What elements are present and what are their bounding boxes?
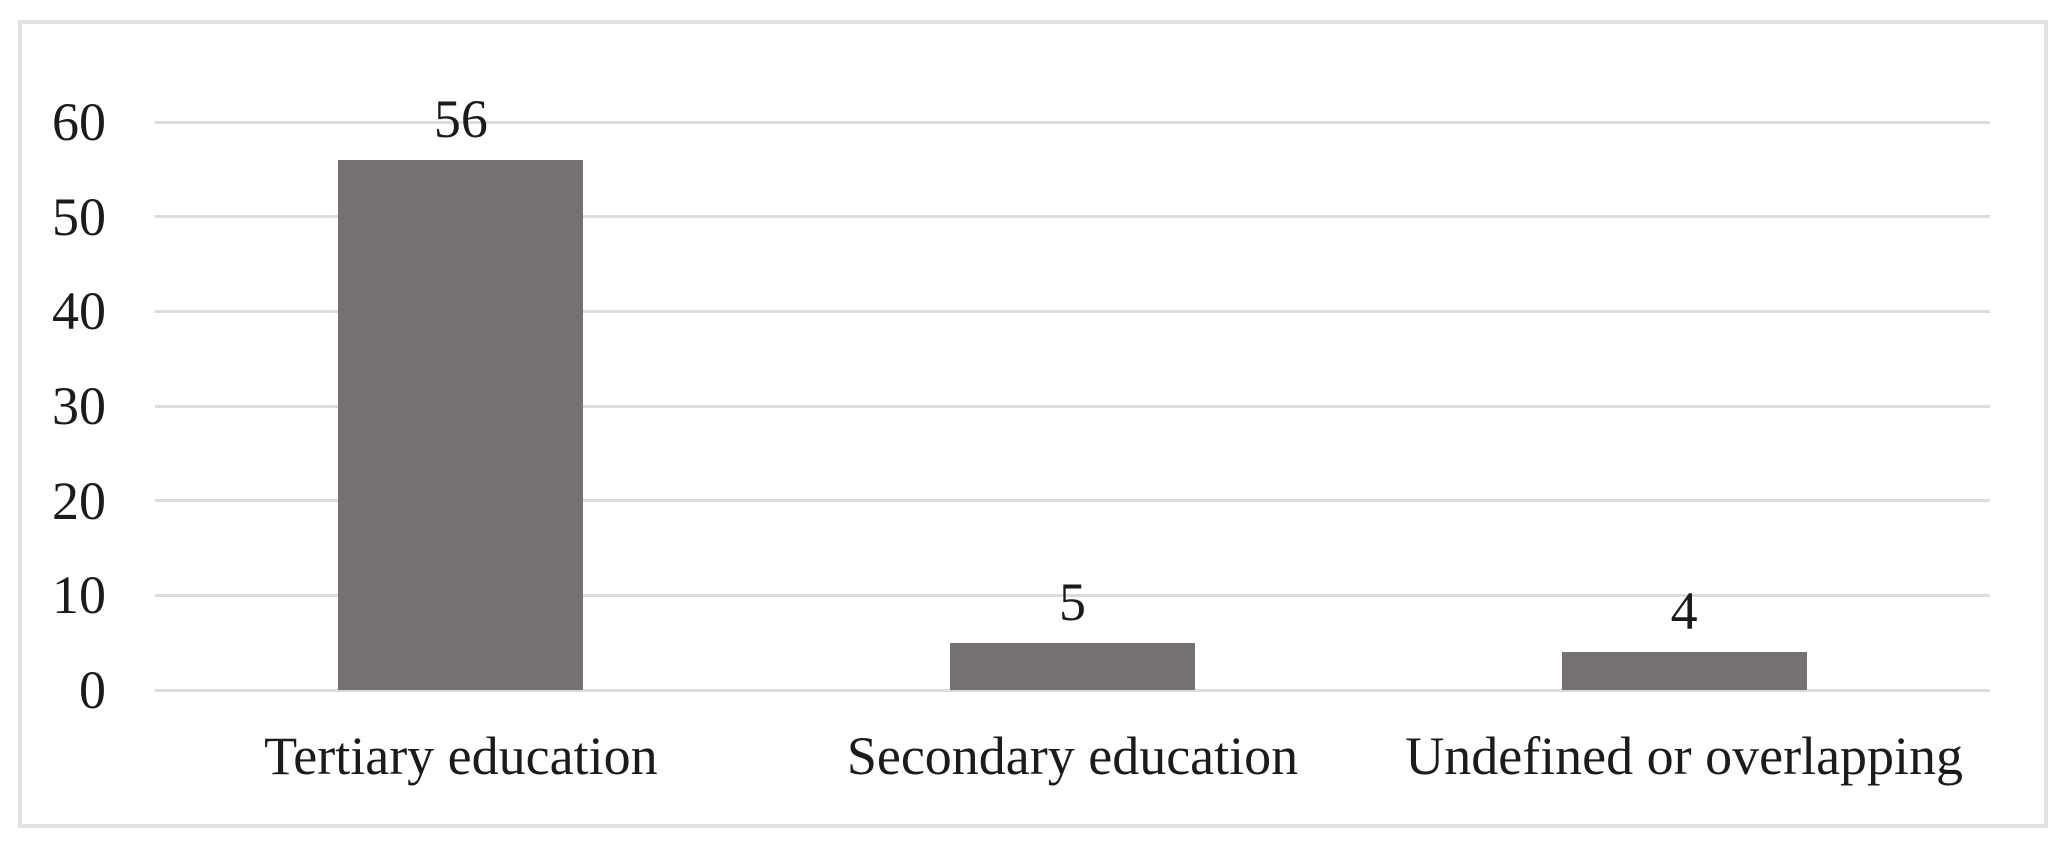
y-axis-tick-label: 50 bbox=[52, 186, 106, 247]
gridline bbox=[155, 499, 1990, 503]
y-axis-tick-label: 20 bbox=[52, 470, 106, 531]
chart-frame bbox=[18, 20, 2048, 828]
bar-tertiary-education bbox=[338, 159, 584, 690]
gridline bbox=[155, 404, 1990, 408]
x-axis-category-label-secondary-education: Secondary education bbox=[846, 726, 1299, 786]
y-axis-tick-label: 30 bbox=[52, 376, 106, 436]
y-axis-tick-label: 40 bbox=[52, 281, 106, 342]
bar-secondary-education bbox=[950, 642, 1195, 690]
gridline bbox=[155, 688, 1990, 692]
bar-value-label-secondary-education: 5 bbox=[1059, 571, 1086, 632]
bar-value-label-undefined-or-overlapping: 4 bbox=[1670, 581, 1698, 642]
x-axis-category-label-tertiary-education: Tertiary education bbox=[264, 726, 658, 786]
gridline bbox=[155, 215, 1990, 219]
x-axis-category-label-undefined-or-overlapping: Undefined or overlapping bbox=[1405, 726, 1964, 786]
y-axis-tick-label: 60 bbox=[52, 92, 106, 152]
gridline bbox=[155, 309, 1990, 313]
bar-undefined-or-overlapping bbox=[1561, 652, 1807, 690]
bar-value-label-tertiary-education: 56 bbox=[433, 88, 488, 149]
y-axis-tick-label: 10 bbox=[52, 565, 106, 626]
y-axis-tick-label: 0 bbox=[79, 660, 106, 720]
gridline bbox=[155, 120, 1990, 124]
gridline bbox=[155, 593, 1990, 597]
